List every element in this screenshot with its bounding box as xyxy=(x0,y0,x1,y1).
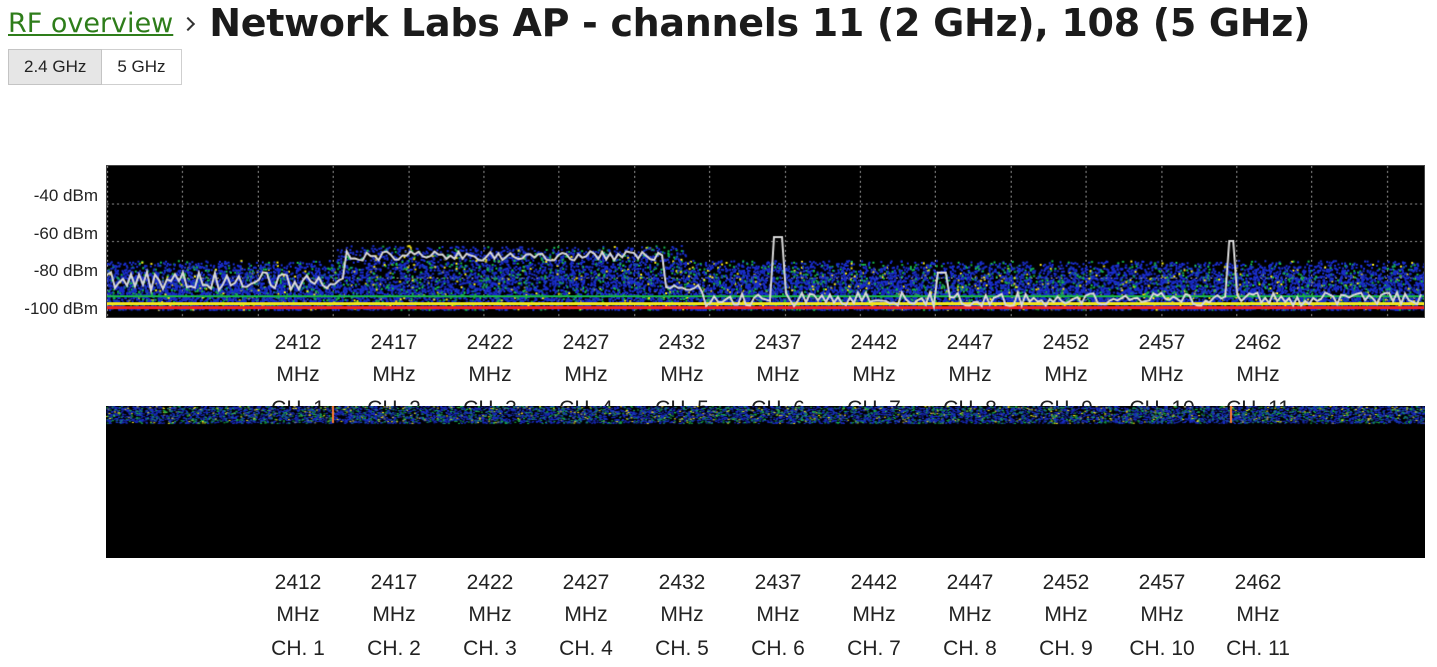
y-axis-label: -60 dBm xyxy=(33,224,98,243)
y-axis-label: -40 dBm xyxy=(33,186,98,205)
tab-2-4-ghz[interactable]: 2.4 GHz xyxy=(8,49,103,85)
chevron-right-icon xyxy=(181,16,196,32)
y-axis-label: -80 dBm xyxy=(33,261,98,280)
waterfall-graph[interactable] xyxy=(106,406,1425,558)
header: RF overview Network Labs AP - channels 1… xyxy=(8,0,1310,46)
page-title: Network Labs AP - channels 11 (2 GHz), 1… xyxy=(209,1,1311,45)
breadcrumb-link-rf-overview[interactable]: RF overview xyxy=(8,7,174,39)
spectrum-graph[interactable] xyxy=(106,165,1425,318)
band-tabs: 2.4 GHz 5 GHz xyxy=(8,49,182,85)
tab-5-ghz[interactable]: 5 GHz xyxy=(102,49,182,85)
y-axis-label: -100 dBm xyxy=(24,299,98,318)
